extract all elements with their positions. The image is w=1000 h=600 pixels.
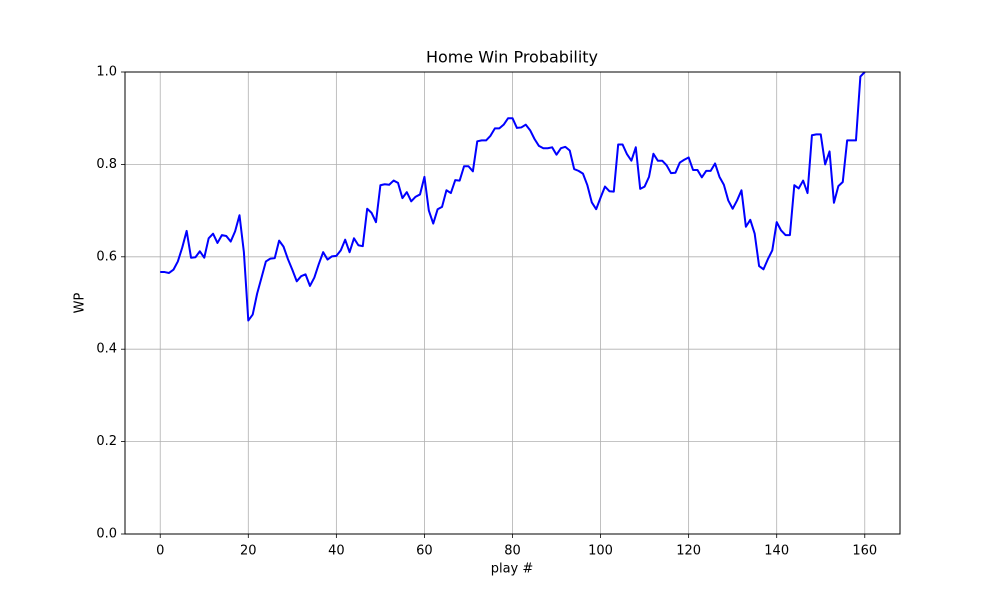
x-tick-label: 20 <box>240 544 257 559</box>
x-tick-label: 160 <box>852 544 877 559</box>
line-series <box>160 71 866 322</box>
y-axis-label: WP <box>73 292 88 313</box>
x-tick-label: 0 <box>156 544 164 559</box>
x-tick-label: 80 <box>504 544 521 559</box>
plot-frame <box>124 71 901 535</box>
x-tick-label: 60 <box>416 544 433 559</box>
x-tick-label: 140 <box>764 544 789 559</box>
chart-title: Home Win Probability <box>426 48 598 67</box>
y-tick-label: 0.0 <box>96 527 117 542</box>
x-tick-label: 40 <box>328 544 345 559</box>
y-tick-label: 0.4 <box>96 342 117 357</box>
y-tick-label: 0.6 <box>96 249 117 264</box>
y-tick-label: 0.2 <box>96 434 117 449</box>
x-tick-label: 120 <box>676 544 701 559</box>
y-tick-label: 1.0 <box>96 65 117 80</box>
y-tick-label: 0.8 <box>96 157 117 172</box>
x-tick-label: 100 <box>588 544 613 559</box>
x-axis-label: play # <box>491 562 534 577</box>
